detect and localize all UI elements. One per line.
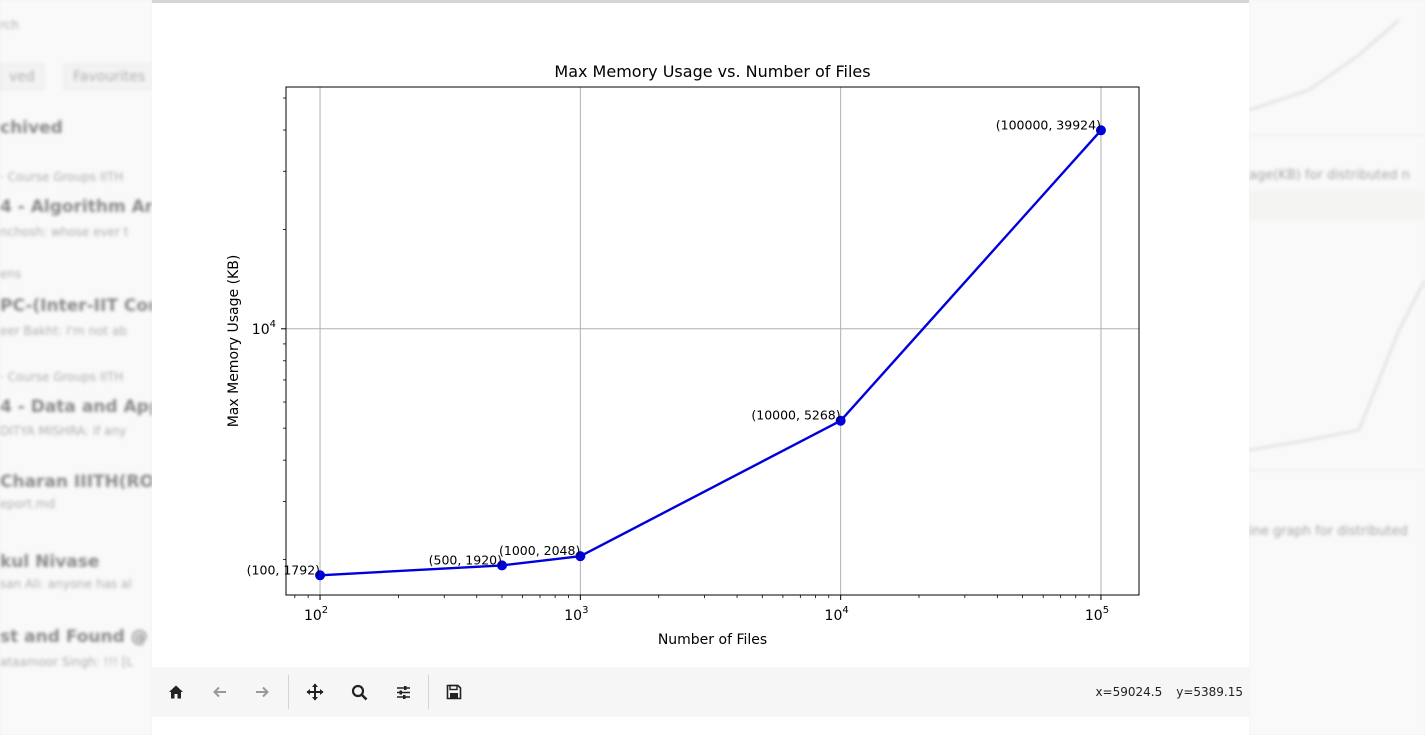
background-chart-thumbnails — [1249, 19, 1425, 471]
background-text: ens — [0, 267, 22, 281]
background-app-right: age(KB) for distributed n ine graph for d… — [1249, 0, 1425, 735]
magnifier-icon — [351, 684, 367, 700]
background-text: san Ali: anyone has al — [0, 577, 132, 591]
y-axis-label: Max Memory Usage (KB) — [226, 255, 242, 428]
y-tick-label: 104 — [252, 319, 276, 338]
y-tick-label-base: 10 — [252, 322, 270, 338]
background-text: st and Found @ III — [0, 627, 152, 647]
back-button[interactable] — [207, 679, 233, 705]
move-icon — [306, 683, 324, 701]
toolbar-separator — [428, 675, 429, 709]
background-text: 4 - Data and Appl — [0, 397, 152, 417]
zoom-button[interactable] — [346, 679, 372, 705]
x-tick-label-exponent: 5 — [1103, 605, 1109, 616]
data-point-label: (1000, 2048) — [499, 543, 580, 558]
arrow-right-icon — [256, 686, 269, 698]
background-text: 4 - Algorithm Ana — [0, 197, 152, 217]
background-text: ataamoor Singh: !!! [L — [0, 655, 134, 669]
arrow-left-icon — [213, 686, 226, 698]
plot-window: 102 103 104 105 104 (100, 1792) (500, 1920) (1… — [152, 0, 1249, 735]
cursor-y: y=5389.15 — [1176, 685, 1243, 699]
background-text: · Course Groups IITH — [0, 370, 124, 384]
x-tick-label-base: 10 — [1085, 608, 1103, 624]
background-text: ine graph for distributed — [1249, 524, 1408, 539]
floppy-disk-icon — [446, 684, 462, 700]
background-text: eport.md — [0, 497, 56, 511]
x-axis-label: Number of Files — [658, 632, 767, 648]
data-point-label: (100, 1792) — [247, 562, 320, 577]
background-text: DITYA MISHRA: if any — [0, 424, 127, 438]
series-line — [319, 129, 1102, 577]
background-text: rch — [0, 18, 19, 32]
background-text: ved — [0, 64, 44, 90]
data-point-label: (500, 1920) — [429, 552, 502, 567]
background-text: chived — [0, 118, 63, 138]
sliders-icon — [396, 685, 410, 699]
x-tick-label: 102 — [304, 605, 328, 624]
toolbar-separator — [288, 675, 289, 709]
data-point-marker — [496, 560, 507, 571]
data-point-marker — [575, 551, 586, 562]
home-button[interactable] — [163, 679, 189, 705]
background-text: PC-(Inter-IIT Comp — [0, 296, 152, 316]
cursor-x: x=59024.5 — [1095, 685, 1163, 699]
data-point-marker — [1095, 125, 1106, 136]
background-text: Favourites — [64, 64, 152, 90]
window-bottom-strip — [152, 717, 1249, 735]
background-text: age(KB) for distributed n — [1249, 168, 1410, 183]
pan-button[interactable] — [302, 679, 328, 705]
background-text: Charan IIITH(ROO — [0, 472, 152, 492]
data-point-label: (10000, 5268) — [751, 408, 840, 423]
y-tick-label-exponent: 4 — [270, 319, 276, 330]
x-tick-label: 103 — [564, 605, 588, 624]
axes-frame — [285, 86, 1140, 596]
configure-subplots-button[interactable] — [390, 679, 416, 705]
navigation-toolbar: x=59024.5 y=5389.15 — [152, 667, 1249, 717]
background-text: kul Nivase — [0, 552, 100, 572]
x-tick-label-base: 10 — [564, 608, 582, 624]
forward-button[interactable] — [249, 679, 275, 705]
home-icon — [169, 685, 183, 699]
data-point-marker — [315, 570, 326, 581]
x-tick-label: 104 — [825, 605, 849, 624]
data-point-marker — [835, 415, 846, 426]
x-tick-label-exponent: 3 — [582, 605, 588, 616]
x-tick-label: 105 — [1085, 605, 1109, 624]
x-tick-label-exponent: 4 — [842, 605, 848, 616]
x-tick-label-base: 10 — [304, 608, 322, 624]
cursor-coordinates: x=59024.5 y=5389.15 — [1081, 685, 1243, 699]
chart-title: Max Memory Usage vs. Number of Files — [554, 62, 870, 81]
background-text: eer Bakht: I'm not ab — [0, 324, 127, 338]
background-text: · Course Groups IITH — [0, 170, 124, 184]
data-point-label: (100000, 39924) — [996, 117, 1101, 132]
x-tick-label-base: 10 — [825, 608, 843, 624]
background-text: nchosh: whose ever t — [0, 225, 129, 239]
x-tick-label-exponent: 2 — [322, 605, 328, 616]
save-button[interactable] — [441, 679, 467, 705]
background-app-left: rch ved Favourites chived · Course Groups II… — [0, 0, 152, 735]
